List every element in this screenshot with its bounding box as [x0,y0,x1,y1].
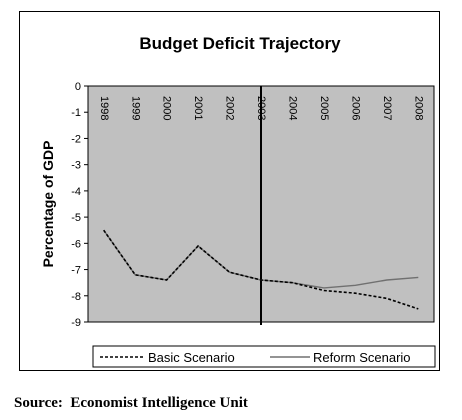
x-tick-label: 2002 [224,96,236,120]
y-tick-label: -5 [71,212,81,224]
x-tick-label: 2008 [412,96,424,120]
y-tick-label: -1 [71,107,81,119]
y-axis-label: Percentage of GDP [40,141,56,268]
y-tick-label: -2 [71,133,81,145]
source-note: Source: Economist Intelligence Unit [14,395,248,411]
y-tick-label: -4 [71,186,81,198]
x-tick-label: 2004 [287,96,299,120]
y-tick-label: -3 [71,160,81,172]
y-tick-label: -9 [71,317,81,329]
x-tick-label: 1999 [129,96,141,120]
legend-label-basic: Basic Scenario [148,350,235,365]
x-tick-label: 2001 [192,96,204,120]
y-tick-label: 0 [75,81,81,93]
y-tick-label: -8 [71,291,81,303]
legend-box [92,345,436,368]
y-tick-label: -7 [71,265,81,277]
x-tick-label: 1998 [98,96,110,120]
chart-title: Budget Deficit Trajectory [139,34,341,53]
legend: Basic Scenario Reform Scenario [92,345,436,368]
x-tick-label: 2007 [381,96,393,120]
x-tick-label: 2006 [349,96,361,120]
legend-label-reform: Reform Scenario [313,350,411,365]
y-tick-label: -6 [71,238,81,250]
basic-scenario-line [103,229,419,310]
x-tick-label: 2000 [161,96,173,120]
x-tick-label: 2005 [318,96,330,120]
